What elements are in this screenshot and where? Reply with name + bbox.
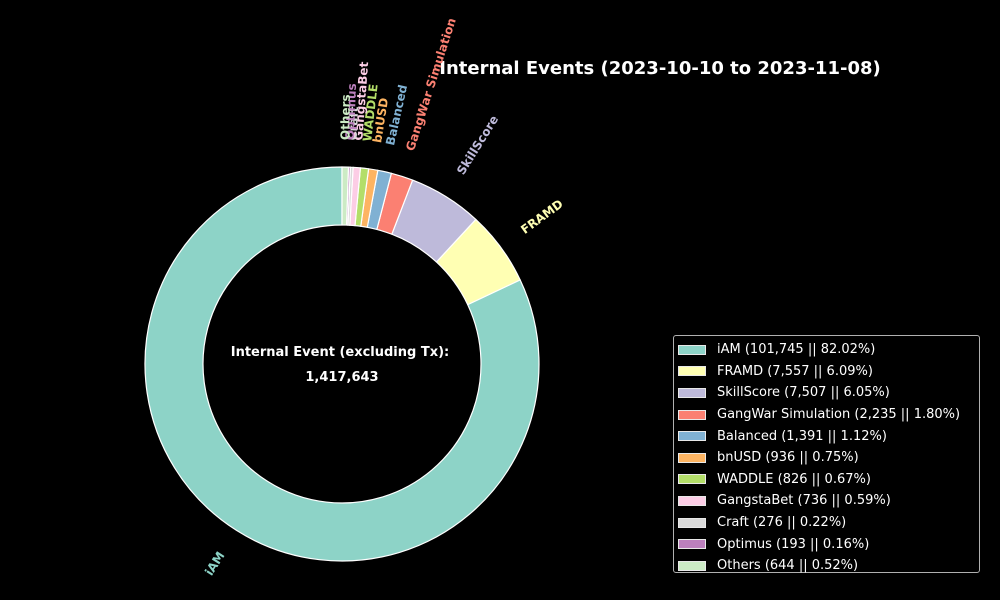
legend-label: Optimus (193 || 0.16%) (717, 536, 870, 552)
center-label-total: 1,417,643 (305, 370, 378, 385)
slice-label-gangwar-simulation: GangWar Simulation (403, 16, 459, 152)
legend-item-gangstabet: GangstaBet (736 || 0.59%) (678, 490, 979, 512)
legend-swatch (678, 495, 706, 506)
slice-others (341, 166, 350, 226)
legend-swatch (678, 517, 706, 528)
legend-item-balanced: Balanced (1,391 || 1.12%) (678, 425, 979, 447)
legend-item-others: Others (644 || 0.52%) (678, 555, 979, 577)
legend-item-waddle: WADDLE (826 || 0.67%) (678, 469, 979, 491)
legend-label: GangstaBet (736 || 0.59%) (717, 493, 891, 509)
legend-item-framd: FRAMD (7,557 || 6.09%) (678, 361, 979, 383)
legend-swatch (678, 344, 706, 355)
legend-swatch (678, 431, 706, 442)
legend-swatch (678, 387, 706, 398)
legend-item-bnusd: bnUSD (936 || 0.75%) (678, 447, 979, 469)
legend-label: Balanced (1,391 || 1.12%) (717, 428, 887, 444)
legend-swatch (678, 409, 706, 420)
legend-label: GangWar Simulation (2,235 || 1.80%) (717, 407, 961, 423)
slice-label-gangstabet: GangstaBet (351, 61, 371, 141)
legend-swatch (678, 474, 706, 485)
legend-item-optimus: Optimus (193 || 0.16%) (678, 533, 979, 555)
legend-label: bnUSD (936 || 0.75%) (717, 450, 859, 466)
legend-label: SkillScore (7,507 || 6.05%) (717, 385, 890, 401)
slice-label-skillscore: SkillScore (454, 113, 501, 177)
slice-label-iam: iAM (202, 549, 227, 578)
legend-item-skillscore: SkillScore (7,507 || 6.05%) (678, 382, 979, 404)
slice-label-waddle: WADDLE (360, 83, 381, 142)
legend-label: WADDLE (826 || 0.67%) (717, 471, 871, 487)
donut-slices (144, 166, 540, 562)
legend-item-iam: iAM (101,745 || 82.02%) (678, 339, 979, 361)
slice-iam (144, 166, 540, 562)
legend-swatch (678, 560, 706, 571)
center-label-title: Internal Event (excluding Tx): (231, 345, 450, 360)
chart-legend: iAM (101,745 || 82.02%) FRAMD (7,557 || 6… (673, 335, 980, 573)
slice-label-craft: Craft (346, 106, 362, 141)
slice-label-others: Others (338, 94, 353, 140)
legend-item-craft: Craft (276 || 0.22%) (678, 512, 979, 534)
chart-title: Internal Events (2023-10-10 to 2023-11-0… (439, 58, 880, 79)
legend-label: Craft (276 || 0.22%) (717, 515, 847, 531)
legend-label: iAM (101,745 || 82.02%) (717, 342, 876, 358)
legend-swatch (678, 539, 706, 550)
slice-label-optimus: Optimus (343, 83, 359, 140)
legend-label: Others (644 || 0.52%) (717, 558, 859, 574)
legend-swatch (678, 452, 706, 463)
legend-label: FRAMD (7,557 || 6.09%) (717, 363, 873, 379)
legend-item-gangwar-simulation: GangWar Simulation (2,235 || 1.80%) (678, 404, 979, 426)
legend-swatch (678, 366, 706, 377)
slice-label-framd: FRAMD (518, 197, 566, 237)
